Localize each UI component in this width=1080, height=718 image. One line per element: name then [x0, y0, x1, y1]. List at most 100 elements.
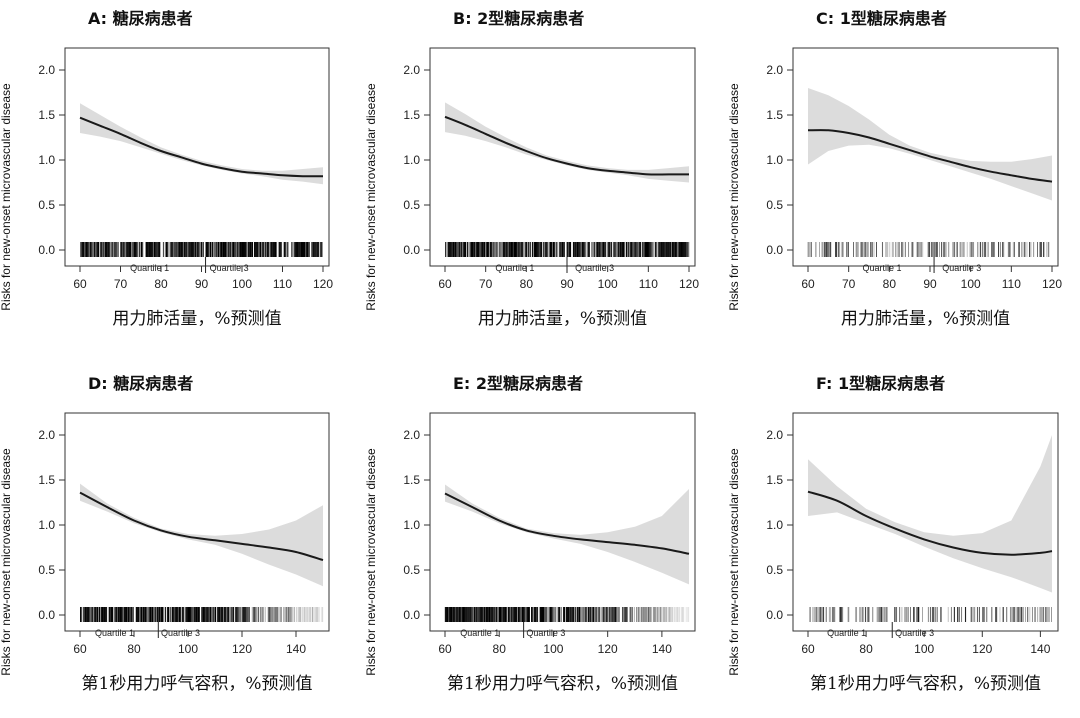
rug-plot — [80, 607, 324, 622]
panel-c: C: 1型糖尿病患者 Risks for new-onset microvascu… — [727, 9, 1062, 329]
x-axis-label: 用力肺活量，%预测值 — [112, 309, 281, 329]
x-tick-label: 120 — [972, 642, 992, 656]
x-tick-label: 140 — [286, 642, 306, 656]
y-tick-label: 0.5 — [403, 198, 420, 212]
panel-title: E: 2型糖尿病患者 — [453, 374, 583, 393]
x-tick-label: 100 — [914, 642, 934, 656]
panel-title: B: 2型糖尿病患者 — [453, 9, 584, 28]
y-tick-label: 2.0 — [38, 63, 55, 77]
x-tick-label: 80 — [127, 642, 141, 656]
x-tick-label: 60 — [73, 642, 87, 656]
x-tick-label: 90 — [195, 277, 209, 291]
y-tick-label: 1.5 — [766, 473, 783, 487]
plot-frame — [792, 47, 1059, 267]
x-tick-label: 120 — [1042, 277, 1062, 291]
y-tick-label: 0.5 — [38, 198, 55, 212]
risk-curve — [807, 490, 1053, 556]
x-tick-label: 80 — [154, 277, 168, 291]
y-tick-label: 0.0 — [766, 608, 783, 622]
y-tick-label: 0.0 — [403, 243, 420, 257]
x-tick-label: 80 — [859, 642, 873, 656]
y-tick-label: 0.5 — [38, 563, 55, 577]
y-tick-label: 0.5 — [766, 563, 783, 577]
x-tick-label: 70 — [114, 277, 128, 291]
x-axis-label: 第1秒用力呼气容积，%预测值 — [82, 674, 313, 694]
confidence-band — [80, 103, 323, 185]
x-tick-label: 60 — [801, 642, 815, 656]
confidence-band — [808, 88, 1052, 201]
x-tick-label: 120 — [679, 277, 699, 291]
y-tick-label: 1.0 — [403, 153, 420, 167]
panel-title: C: 1型糖尿病患者 — [816, 9, 947, 28]
y-tick-label: 0.0 — [38, 608, 55, 622]
y-tick-label: 1.0 — [38, 518, 55, 532]
x-tick-label: 110 — [639, 277, 658, 291]
x-tick-label: 100 — [232, 277, 252, 291]
y-axis-label: Risks for new-onset microvascular diseas… — [727, 83, 741, 311]
panel-title: A: 糖尿病患者 — [88, 9, 193, 28]
x-tick-label: 90 — [923, 277, 937, 291]
risk-curve — [79, 116, 324, 178]
risk-curve — [444, 115, 689, 176]
y-tick-label: 1.5 — [403, 473, 420, 487]
x-tick-label: 80 — [520, 277, 534, 291]
risk-curve — [807, 129, 1053, 183]
x-tick-label: 80 — [493, 642, 507, 656]
x-tick-label: 120 — [598, 642, 618, 656]
quartile-label: Quartile 1 — [460, 628, 499, 638]
panel-f: F: 1型糖尿病患者 Risks for new-onset microvascu… — [727, 374, 1059, 694]
x-tick-label: 60 — [438, 642, 452, 656]
panel-d: D: 糖尿病患者 Risks for new-onset microvascula… — [0, 374, 330, 694]
quartile-label: Quartile 1 — [495, 263, 534, 273]
x-tick-label: 120 — [232, 642, 252, 656]
y-tick-label: 1.0 — [403, 518, 420, 532]
x-axis-label: 用力肺活量，%预测值 — [478, 309, 647, 329]
x-tick-label: 60 — [801, 277, 815, 291]
confidence-band — [445, 102, 689, 183]
x-tick-label: 90 — [560, 277, 574, 291]
y-tick-label: 2.0 — [766, 63, 783, 77]
x-tick-label: 100 — [543, 642, 563, 656]
x-tick-label: 140 — [1030, 642, 1050, 656]
quartile-label: Quartile 3 — [575, 263, 614, 273]
quartile-label: Quartile 3 — [161, 628, 200, 638]
y-tick-label: 1.0 — [766, 153, 783, 167]
x-tick-label: 110 — [1002, 277, 1021, 291]
y-tick-label: 1.5 — [766, 108, 783, 122]
y-axis-label: Risks for new-onset microvascular diseas… — [364, 83, 378, 311]
risk-curve — [79, 491, 324, 562]
x-tick-label: 120 — [313, 277, 333, 291]
y-tick-label: 0.0 — [766, 243, 783, 257]
plot-frame — [64, 412, 330, 632]
y-axis-label: Risks for new-onset microvascular diseas… — [727, 448, 741, 676]
y-tick-label: 1.5 — [38, 108, 55, 122]
y-tick-label: 0.0 — [38, 243, 55, 257]
quartile-label: Quartile 3 — [210, 263, 249, 273]
x-tick-label: 100 — [178, 642, 198, 656]
confidence-band — [80, 483, 323, 587]
y-axis-label: Risks for new-onset microvascular diseas… — [0, 448, 13, 676]
y-axis-label: Risks for new-onset microvascular diseas… — [364, 448, 378, 676]
quartile-label: Quartile 1 — [827, 628, 866, 638]
quartile-label: Quartile 3 — [895, 628, 934, 638]
x-tick-label: 70 — [842, 277, 856, 291]
y-tick-label: 0.5 — [403, 563, 420, 577]
x-tick-label: 60 — [438, 277, 452, 291]
confidence-band — [445, 484, 689, 585]
risk-curve — [444, 492, 690, 555]
x-axis-label: 第1秒用力呼气容积，%预测值 — [447, 674, 678, 694]
quartile-label: Quartile 3 — [942, 263, 981, 273]
y-tick-label: 1.5 — [403, 108, 420, 122]
y-axis-label: Risks for new-onset microvascular diseas… — [0, 83, 13, 311]
quartile-label: Quartile 1 — [863, 263, 902, 273]
quartile-label: Quartile 3 — [526, 628, 565, 638]
panel-title: D: 糖尿病患者 — [88, 374, 193, 393]
rug-plot — [807, 242, 1050, 257]
x-axis-label: 用力肺活量，%预测值 — [841, 309, 1010, 329]
quartile-label: Quartile 1 — [130, 263, 169, 273]
x-tick-label: 60 — [73, 277, 87, 291]
confidence-band — [808, 435, 1052, 593]
y-tick-label: 0.5 — [766, 198, 783, 212]
panel-a: A: 糖尿病患者 Risks for new-onset microvascula… — [0, 9, 333, 329]
